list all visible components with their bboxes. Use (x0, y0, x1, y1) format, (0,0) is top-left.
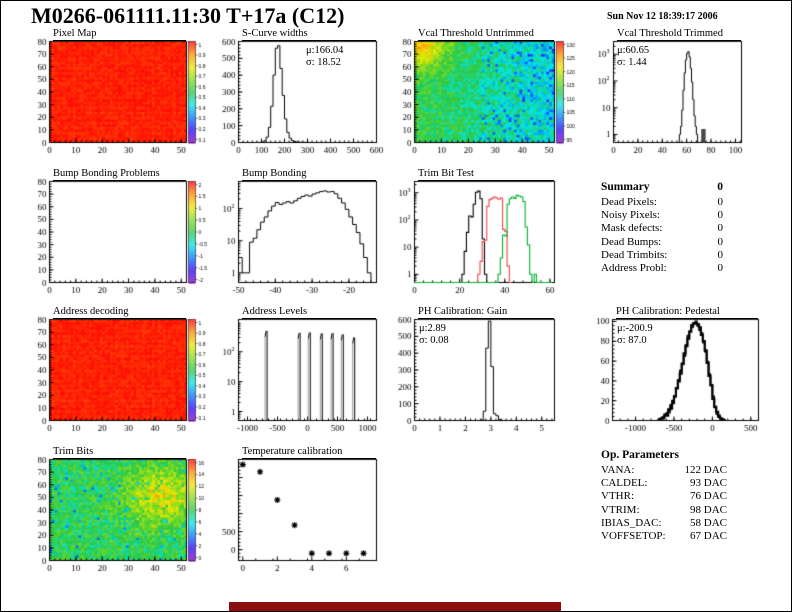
stats-scurve: μ:166.04 σ: 18.52 (306, 45, 343, 69)
summary-header: Summary 0 (601, 181, 723, 193)
chart-title-scurve-widths: S-Curve widths (242, 28, 376, 41)
param-row: VTRIM: 98 DAC (601, 504, 727, 517)
chart-title-address-levels: Address Levels (242, 306, 376, 319)
param-label: Address Probl: (601, 262, 667, 275)
param-row: CALDEL: 93 DAC (601, 477, 727, 490)
stats-sigma: σ: 18.52 (306, 57, 341, 68)
stats-sigma: σ: 1.44 (617, 57, 647, 68)
param-row: Dead Trimbits: 0 (601, 249, 723, 262)
op-parameters-header: Op. Parameters (601, 449, 727, 461)
param-value: 0 (717, 209, 724, 222)
param-value: 76 DAC (690, 490, 727, 503)
param-row: VTHR: 76 DAC (601, 490, 727, 503)
stats-ph-pedestal: μ:-200.9 σ: 87.0 (617, 323, 653, 347)
summary-title: Summary (601, 181, 650, 193)
stats-mu: μ:-200.9 (617, 323, 653, 334)
param-label: CALDEL: (601, 477, 648, 490)
param-row: VANA: 122 DAC (601, 464, 727, 477)
op-parameters-rows: VANA: 122 DAC CALDEL: 93 DAC VTHR: 76 DAC VTRI… (601, 464, 727, 543)
chart-title-bump-problems: Bump Bonding Problems (53, 168, 186, 181)
param-value: 0 (717, 262, 724, 275)
chart-title-bump-bonding: Bump Bonding (242, 168, 376, 181)
summary-rows: Dead Pixels: 0 Noisy Pixels: 0 Mask defects:… (601, 196, 723, 275)
stats-mu: μ:2.89 (419, 323, 446, 334)
param-label: Dead Pixels: (601, 196, 657, 208)
chart-title-temp-calibration: Temperature calibration (242, 446, 376, 459)
param-label: Mask defects: (601, 222, 663, 235)
chart-title-address-decoding: Address decoding (53, 306, 186, 319)
param-value: 93 DAC (690, 477, 727, 490)
stats-vcal-trimmed: μ:60.65 σ: 1.44 (617, 45, 649, 69)
param-label: Noisy Pixels: (601, 209, 660, 222)
op-parameters-block: Op. Parameters VANA: 122 DAC CALDEL: 93 DAC… (601, 449, 727, 543)
param-value: 0 (717, 196, 724, 208)
chart-title-pixel-map: Pixel Map (53, 28, 186, 41)
param-row: VOFFSETOP: 67 DAC (601, 530, 727, 543)
stats-sigma: σ: 0.08 (419, 335, 449, 346)
page-title: M0266-061111.11:30 T+17a (C12) (31, 3, 345, 28)
param-value: 0 (717, 222, 724, 235)
param-label: VTHR: (601, 490, 634, 503)
param-label: VOFFSETOP: (601, 530, 666, 543)
chart-title-trimbit-test: Trim Bit Test (418, 168, 554, 181)
param-label: VTRIM: (601, 503, 640, 516)
param-value: 122 DAC (684, 464, 727, 476)
param-label: Dead Bumps: (601, 235, 662, 248)
param-value: 0 (717, 235, 724, 248)
stats-sigma: σ: 87.0 (617, 335, 647, 346)
param-value: 0 (717, 248, 724, 261)
footer-bar (229, 602, 561, 611)
param-row: Dead Pixels: 0 (601, 196, 723, 209)
param-label: IBIAS_DAC: (601, 516, 662, 529)
chart-title-ph-gain: PH Calibration: Gain (418, 306, 554, 319)
stats-ph-gain: μ:2.89 σ: 0.08 (419, 323, 449, 347)
param-value: 98 DAC (690, 503, 727, 516)
summary-total: 0 (717, 181, 723, 193)
timestamp: Sun Nov 12 18:39:17 2006 (607, 11, 718, 22)
param-row: Mask defects: 0 (601, 222, 723, 235)
param-value: 58 DAC (690, 516, 727, 529)
summary-block: Summary 0 Dead Pixels: 0 Noisy Pixels: 0 Mas… (601, 181, 723, 275)
param-value: 67 DAC (690, 530, 727, 543)
param-label: VANA: (601, 464, 635, 476)
param-row: IBIAS_DAC: 58 DAC (601, 517, 727, 530)
stats-mu: μ:60.65 (617, 45, 650, 56)
stats-mu: μ:166.04 (306, 45, 344, 56)
param-row: Noisy Pixels: 0 (601, 209, 723, 222)
param-row: Address Probl: 0 (601, 262, 723, 275)
param-label: Dead Trimbits: (601, 248, 668, 261)
chart-title-trim-bits: Trim Bits (53, 446, 186, 459)
op-parameters-title: Op. Parameters (601, 449, 679, 461)
chart-title-vcal-untrimmed: Vcal Threshold Untrimmed (418, 28, 554, 41)
param-row: Dead Bumps: 0 (601, 236, 723, 249)
chart-title-vcal-trimmed: Vcal Threshold Trimmed (617, 28, 741, 41)
chart-title-ph-pedestal: PH Calibration: Pedestal (616, 306, 758, 319)
